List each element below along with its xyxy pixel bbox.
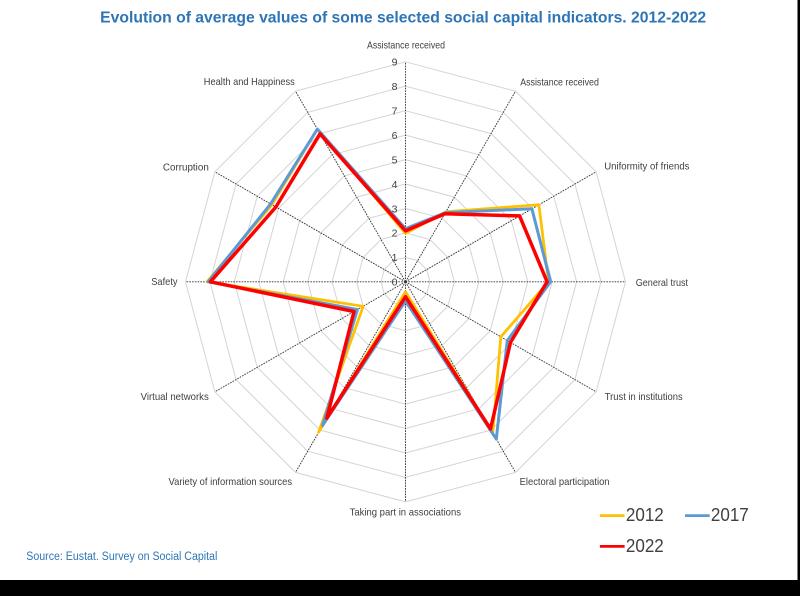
- svg-text:Taking part in associations: Taking part in associations: [350, 506, 461, 518]
- svg-text:2: 2: [392, 228, 398, 240]
- svg-text:4: 4: [392, 179, 398, 191]
- svg-text:2012: 2012: [626, 504, 664, 525]
- svg-text:Assistance received: Assistance received: [520, 77, 599, 89]
- svg-text:Evolution of average values of: Evolution of average values of some sele…: [100, 9, 706, 26]
- svg-text:2022: 2022: [626, 535, 664, 556]
- svg-text:Variety of information sources: Variety of information sources: [169, 476, 293, 488]
- svg-text:Electoral participation: Electoral participation: [520, 476, 610, 488]
- svg-text:Health and Happiness: Health and Happiness: [204, 76, 295, 88]
- svg-text:8: 8: [392, 81, 398, 93]
- svg-text:Source: Eustat. Survey on Soci: Source: Eustat. Survey on Social Capital: [26, 551, 217, 563]
- svg-text:3: 3: [392, 203, 398, 215]
- svg-text:0: 0: [392, 277, 398, 289]
- svg-text:5: 5: [392, 154, 398, 166]
- svg-text:1: 1: [392, 252, 398, 264]
- svg-text:9: 9: [392, 57, 398, 69]
- svg-text:Trust in institutions: Trust in institutions: [605, 391, 683, 403]
- svg-text:Virtual networks: Virtual networks: [141, 391, 209, 403]
- svg-text:Assistance received: Assistance received: [367, 40, 445, 52]
- svg-text:Uniformity of friends: Uniformity of friends: [604, 161, 689, 173]
- svg-text:2017: 2017: [711, 504, 749, 525]
- svg-text:7: 7: [392, 106, 398, 118]
- svg-text:General trust: General trust: [636, 277, 688, 289]
- svg-text:Corruption: Corruption: [163, 161, 209, 173]
- svg-text:Safety: Safety: [151, 276, 178, 288]
- svg-text:6: 6: [392, 130, 398, 142]
